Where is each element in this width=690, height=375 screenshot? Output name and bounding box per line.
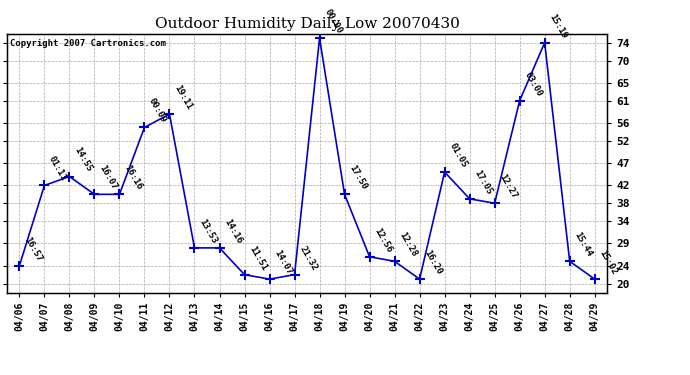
Text: 17:50: 17:50 bbox=[347, 164, 368, 192]
Text: 16:07: 16:07 bbox=[97, 164, 119, 192]
Text: 00:09: 00:09 bbox=[147, 97, 168, 124]
Text: Copyright 2007 Cartronics.com: Copyright 2007 Cartronics.com bbox=[10, 39, 166, 48]
Text: 15:44: 15:44 bbox=[573, 231, 593, 258]
Text: 03:00: 03:00 bbox=[522, 70, 544, 98]
Text: 16:20: 16:20 bbox=[422, 249, 444, 276]
Text: 14:55: 14:55 bbox=[72, 146, 93, 174]
Title: Outdoor Humidity Daily Low 20070430: Outdoor Humidity Daily Low 20070430 bbox=[155, 17, 460, 31]
Text: 14:07: 14:07 bbox=[273, 249, 293, 276]
Text: 12:28: 12:28 bbox=[397, 231, 419, 258]
Text: 16:16: 16:16 bbox=[122, 164, 144, 192]
Text: 13:53: 13:53 bbox=[197, 217, 219, 245]
Text: 15:19: 15:19 bbox=[547, 12, 569, 40]
Text: 14:16: 14:16 bbox=[222, 217, 244, 245]
Text: 19:11: 19:11 bbox=[172, 84, 193, 111]
Text: 11:51: 11:51 bbox=[247, 244, 268, 272]
Text: 17:05: 17:05 bbox=[473, 168, 493, 196]
Text: 15:02: 15:02 bbox=[598, 249, 619, 276]
Text: 01:11: 01:11 bbox=[47, 155, 68, 183]
Text: 12:27: 12:27 bbox=[497, 173, 519, 201]
Text: 12:56: 12:56 bbox=[373, 226, 393, 254]
Text: 21:32: 21:32 bbox=[297, 244, 319, 272]
Text: 01:05: 01:05 bbox=[447, 141, 469, 169]
Text: 16:57: 16:57 bbox=[22, 235, 43, 263]
Text: 00:00: 00:00 bbox=[322, 8, 344, 35]
